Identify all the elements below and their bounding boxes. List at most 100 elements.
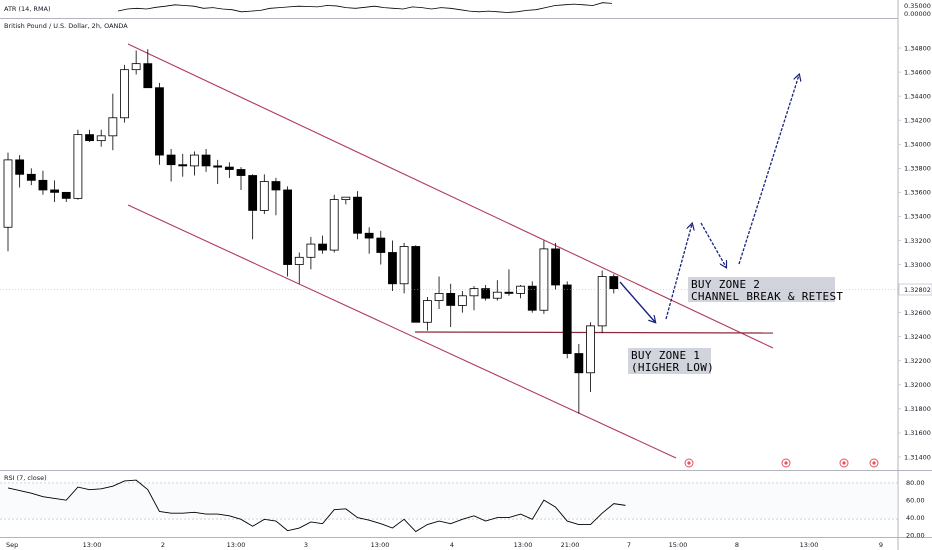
candle-body-bearish — [562, 284, 572, 354]
candle — [155, 82, 164, 165]
candle-body-bearish — [318, 243, 327, 251]
candle — [15, 155, 25, 188]
candle-body-bullish — [3, 159, 13, 228]
candle-body-bearish — [364, 232, 374, 239]
candle — [586, 322, 595, 393]
candle-body-bearish — [224, 166, 234, 170]
candle — [527, 281, 537, 313]
flag-icon[interactable] — [869, 458, 879, 468]
flag-icon[interactable] — [839, 458, 849, 468]
candle — [294, 252, 304, 284]
candle-body-bearish — [376, 237, 386, 253]
price-tick-label: 1.33800 — [904, 165, 931, 173]
candle — [422, 297, 432, 331]
candle-body-bearish — [283, 189, 293, 265]
price-tick-label: 1.31400 — [904, 453, 931, 461]
candle — [178, 153, 188, 177]
candle-body-bullish — [469, 288, 479, 297]
candle — [492, 280, 502, 301]
candle — [411, 245, 421, 323]
candle — [341, 196, 351, 205]
candle — [50, 180, 59, 202]
channel-upper-line[interactable] — [127, 43, 774, 349]
projection-arrow-down-2[interactable] — [700, 222, 726, 267]
rsi-tick-label: 60.00 — [906, 496, 925, 504]
price-tick-label: 1.34200 — [904, 116, 931, 124]
time-axis-label: 8 — [735, 541, 739, 549]
candle-body-bearish — [26, 173, 36, 181]
candle-body-bearish — [178, 164, 188, 167]
candle-body-bearish — [574, 353, 584, 374]
candle-body-bullish — [492, 291, 502, 299]
candle — [271, 177, 281, 216]
time-axis-label: 9 — [879, 541, 883, 549]
candle — [457, 290, 467, 313]
time-axis-label: 13:00 — [83, 541, 102, 549]
candle — [201, 149, 211, 172]
time-axis-label: 13:00 — [371, 541, 390, 549]
candle-body-bullish — [597, 276, 607, 327]
projection-arrow-up-2[interactable] — [738, 75, 799, 265]
candle — [236, 167, 246, 190]
candle-body-bearish — [446, 292, 456, 306]
candle — [108, 93, 118, 151]
candle-body-bullish — [73, 134, 83, 199]
price-tick-label: 1.34600 — [904, 68, 931, 76]
candle — [166, 149, 176, 182]
candle-body-bullish — [259, 181, 269, 211]
candle-body-bearish — [155, 87, 164, 156]
price-axis[interactable]: 1.34800 1.34600 1.34400 1.34200 1.34000 1.338… — [898, 44, 931, 461]
flag-icon[interactable] — [684, 458, 694, 468]
candle — [434, 276, 444, 310]
rsi-axis: 80.00 60.00 40.00 20.00 — [906, 479, 925, 539]
time-axis-label: 7 — [627, 541, 631, 549]
candle-body-bearish — [353, 196, 362, 234]
channel-lower-line[interactable] — [127, 204, 677, 459]
candle-body-bullish — [108, 117, 118, 137]
candle-body-bearish — [15, 159, 25, 175]
flag-icon[interactable] — [781, 458, 791, 468]
candle — [85, 129, 94, 142]
rsi-band-fill — [0, 483, 898, 519]
candle-body-bullish — [586, 325, 595, 374]
price-tick-label: 1.32400 — [904, 333, 931, 341]
atr-top-tick: 0.35000 — [904, 2, 931, 10]
instrument-title: British Pound / U.S. Dollar, 2h, OANDA — [4, 22, 128, 30]
candle — [26, 168, 36, 186]
candle — [73, 129, 83, 200]
candle — [597, 270, 607, 334]
candle — [562, 281, 572, 359]
price-tick-label: 1.34000 — [904, 141, 931, 149]
candle — [353, 191, 362, 240]
buy-zone-1-annotation[interactable]: BUY ZONE 1 (HIGHER LOW) — [628, 348, 714, 374]
candle — [143, 49, 153, 89]
price-tick-label: 1.31800 — [904, 405, 931, 413]
candle — [469, 286, 479, 311]
time-axis-label: 13:00 — [800, 541, 819, 549]
candle-body-bullish — [457, 295, 467, 306]
buy-zone-1-subtitle: (HIGHER LOW) — [631, 361, 714, 374]
candle — [213, 159, 223, 184]
price-tick-label: 1.32000 — [904, 381, 931, 389]
price-tick-label: 1.34800 — [904, 44, 931, 52]
candle — [248, 174, 258, 240]
projection-arrow-down-1[interactable] — [619, 281, 655, 322]
candle-body-bearish — [166, 154, 176, 166]
candle — [189, 151, 199, 176]
atr-value: 0.00000 — [904, 10, 931, 18]
time-axis-label: 2 — [161, 541, 165, 549]
candle — [3, 152, 13, 252]
current-price-badge: 1.32802 — [898, 283, 932, 296]
price-tick-label: 1.32600 — [904, 309, 931, 317]
candle-body-bullish — [422, 300, 432, 323]
candle-body-bearish — [411, 246, 421, 323]
time-axis[interactable]: Sep 13:00 2 13:00 3 13:00 4 13:00 21:00 7 15:00 8 13… — [6, 541, 883, 549]
price-tick-label: 1.32200 — [904, 357, 931, 365]
candle — [551, 242, 560, 290]
buy-zone-2-annotation[interactable]: BUY ZONE 2 CHANNEL BREAK & RETEST — [688, 277, 843, 303]
candle-body-bearish — [236, 169, 246, 176]
projection-arrow-up-1[interactable] — [665, 224, 692, 320]
candle-body-bullish — [434, 292, 444, 302]
